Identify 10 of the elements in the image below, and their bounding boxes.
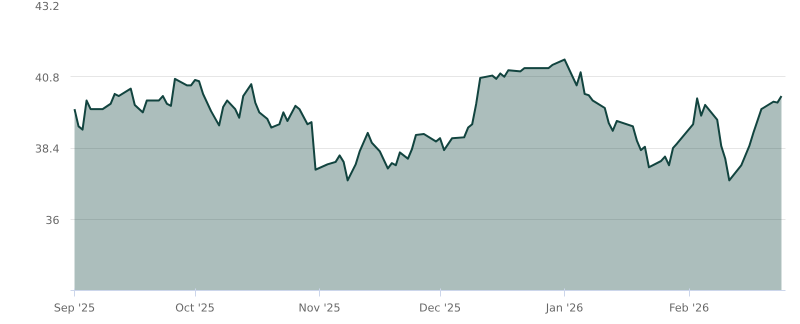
- y-tick-label: 36: [46, 214, 60, 227]
- y-tick-label: 38.4: [35, 142, 60, 156]
- y-tick-label: 43.2: [35, 0, 60, 13]
- x-tick-label: Sep '25: [54, 302, 96, 314]
- y-tick-label: 40.8: [35, 71, 60, 84]
- x-tick-label: Nov '25: [298, 302, 341, 314]
- x-tick-label: Oct '25: [175, 302, 215, 314]
- x-tick-label: Feb '26: [669, 302, 710, 314]
- x-tick-label: Dec '25: [419, 302, 461, 314]
- x-tick-label: Jan '26: [544, 302, 584, 314]
